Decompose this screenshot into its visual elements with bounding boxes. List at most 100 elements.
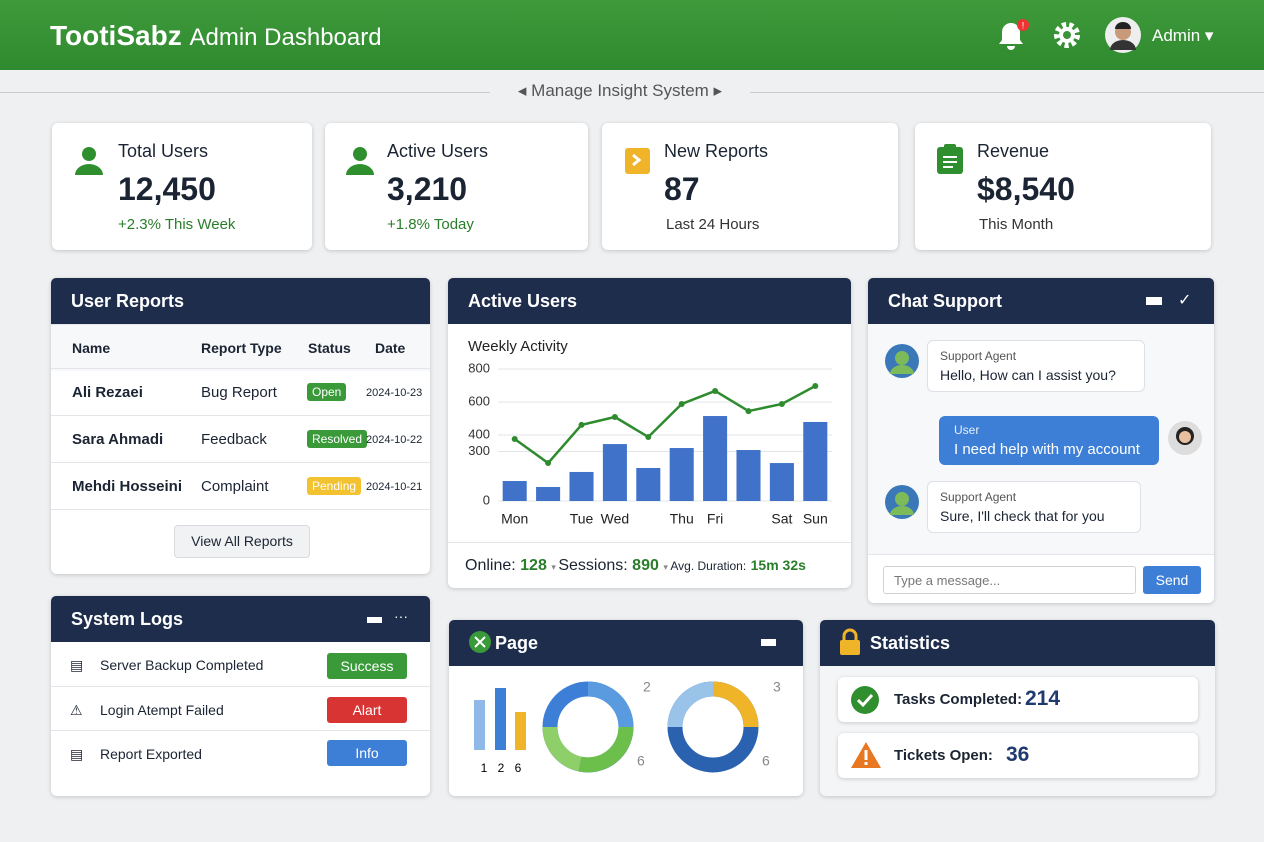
- system-logs-panel: System Logs ··· ▤ Server Backup Completed…: [51, 596, 430, 796]
- more[interactable]: ···: [394, 608, 408, 624]
- status-badge: Pending: [307, 477, 362, 495]
- chat-panel: Chat Support ✓ Support Agent Hello, How c…: [868, 278, 1214, 603]
- bar: [669, 448, 694, 501]
- footer-stats: Online: 128 ▾ Sessions: 890 ▾ Avg. Durat…: [465, 557, 806, 574]
- log-status: Info: [327, 740, 407, 766]
- chat-message: Support Agent Hello, How can I assist you…: [927, 340, 1145, 392]
- y-tick-label: 400: [468, 426, 490, 441]
- badge: !: [1022, 20, 1025, 30]
- stat-value: 12,450: [118, 171, 216, 207]
- chat-message: Support Agent Sure, I'll check that for y…: [927, 481, 1141, 533]
- footer-label: Avg. Duration:: [670, 559, 747, 573]
- line-point: [812, 382, 819, 389]
- bar: [569, 471, 594, 501]
- line-point: [645, 433, 652, 440]
- active-users-panel: Active Users Weekly Activity 0 300 400 600 8…: [448, 278, 851, 588]
- x-tick-label: Wed: [601, 511, 630, 527]
- footer-label: Sessions:: [558, 557, 628, 574]
- view-all-button[interactable]: View All Reports: [174, 525, 310, 558]
- collapse[interactable]: ✓: [1178, 292, 1192, 309]
- stat-value: 87: [664, 171, 700, 207]
- icon: [625, 148, 650, 174]
- cell: 2024-10-23: [366, 387, 423, 399]
- send-button[interactable]: Send: [1143, 566, 1201, 594]
- stat-note: This Month: [979, 216, 1054, 233]
- bar: [636, 468, 661, 501]
- brand: TootiSabz Admin Dashboard: [50, 20, 382, 52]
- chart-title: Weekly Activity: [468, 338, 568, 355]
- column-header: Report Type: [201, 340, 282, 356]
- cell: Mehdi Hosseini: [72, 478, 183, 495]
- stat-value: $8,540: [977, 171, 1075, 207]
- user-reports-panel: User Reports Name Report Type Status Dat…: [51, 278, 430, 574]
- line-point: [578, 421, 585, 428]
- x-tick-label: Mon: [501, 511, 528, 527]
- line-point: [712, 387, 719, 394]
- x-tick-label: Tue: [570, 511, 594, 527]
- avatar[interactable]: [1105, 17, 1141, 53]
- bar: [502, 481, 527, 501]
- stat-card: New Reports 87 Last 24 Hours: [602, 123, 898, 250]
- log-row: ▤ Report Exported Info: [51, 730, 430, 777]
- footer-value: 15m 32s: [750, 557, 806, 573]
- bell[interactable]: !: [995, 18, 1035, 52]
- line-point: [778, 400, 785, 407]
- bar: [536, 486, 561, 501]
- sender: Support Agent: [940, 490, 1017, 504]
- panel-title: Statistics: [820, 620, 1215, 666]
- page-panel: Page 1 2 6 2 6 3 6: [449, 620, 803, 796]
- panel-title: System Logs: [51, 596, 430, 642]
- cell: Ali Rezaei: [72, 384, 143, 401]
- y-tick-label: 800: [468, 360, 490, 375]
- log-row: ▤ Server Backup Completed Success: [51, 642, 430, 689]
- minimize[interactable]: [367, 617, 382, 623]
- stat-value: 36: [1006, 743, 1030, 766]
- settings[interactable]: [1052, 20, 1082, 50]
- cell: Complaint: [201, 478, 269, 495]
- stat-note: Last 24 Hours: [666, 216, 760, 233]
- footer-value: 128: [520, 557, 547, 574]
- line-point: [611, 414, 618, 421]
- status-badge: Resolved: [307, 430, 368, 448]
- cell: Sara Ahmadi: [72, 431, 164, 448]
- cell: 2024-10-22: [366, 434, 423, 446]
- icon: [346, 147, 374, 175]
- bar-label: 6: [515, 761, 522, 775]
- agent-avatar: [885, 485, 919, 519]
- log-row: ⚠ Login Atempt Failed Alart: [51, 686, 430, 733]
- stat-value: 3,210: [387, 171, 468, 207]
- user-menu[interactable]: Admin ▾: [1152, 26, 1214, 45]
- cell: Feedback: [201, 431, 267, 448]
- subtitle-text: Manage Insight System: [531, 81, 709, 100]
- bar: [769, 463, 794, 501]
- bar: [803, 421, 828, 501]
- log-text: Server Backup Completed: [100, 657, 264, 673]
- log-status: Success: [327, 653, 407, 679]
- line-point: [511, 435, 518, 442]
- bar: [703, 416, 728, 501]
- message-input[interactable]: Type a message...: [883, 566, 1136, 594]
- donut-label: 6: [762, 753, 770, 769]
- line-point: [678, 400, 685, 407]
- bar: [602, 444, 627, 501]
- stat-card: Revenue $8,540 This Month: [915, 123, 1211, 250]
- message-text: Hello, How can I assist you?: [940, 367, 1116, 383]
- minimize[interactable]: [761, 639, 776, 646]
- separator: [51, 509, 430, 510]
- stat-label: Total Users: [118, 141, 209, 161]
- donut-label: 6: [637, 753, 645, 769]
- x-tick-label: Sat: [771, 511, 792, 527]
- stat-label: New Reports: [664, 141, 769, 161]
- donut-label: 2: [643, 679, 651, 695]
- footer-label: Online:: [465, 557, 516, 574]
- minimize[interactable]: [1146, 297, 1162, 305]
- panel-title: Page: [449, 620, 803, 666]
- bar-label: 1: [481, 761, 488, 775]
- user-name: Admin: [1152, 26, 1201, 45]
- icon: [469, 631, 491, 653]
- line: [513, 384, 816, 465]
- line-point: [745, 408, 752, 415]
- column-header: Status: [308, 340, 351, 356]
- stat-label: Active Users: [387, 141, 489, 161]
- brand-name: TootiSabz: [50, 20, 182, 51]
